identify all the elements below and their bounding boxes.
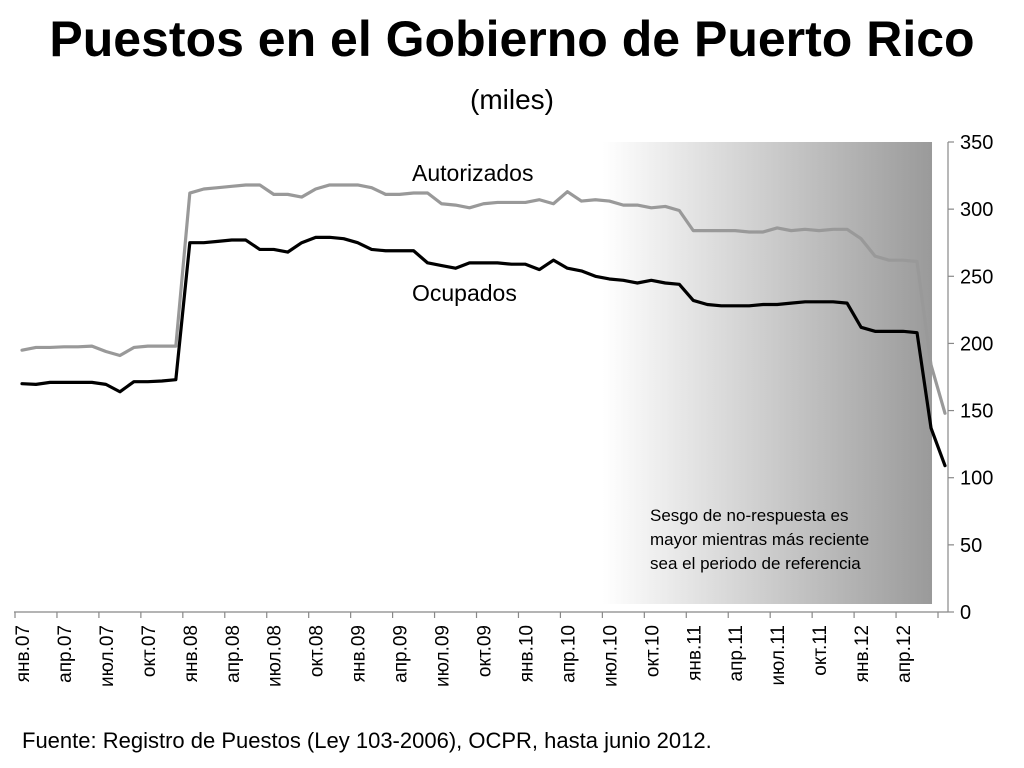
x-tick-label: апр.07 bbox=[55, 625, 76, 683]
y-tick-label: 50 bbox=[960, 535, 982, 557]
chart-title: Puestos en el Gobierno de Puerto Rico bbox=[49, 11, 975, 67]
x-tick-label: окт.09 bbox=[475, 625, 496, 677]
x-tick-label: окт.11 bbox=[810, 625, 831, 676]
y-tick-label: 200 bbox=[960, 333, 993, 355]
y-tick-label: 0 bbox=[960, 602, 971, 624]
x-tick-label: окт.10 bbox=[642, 625, 663, 677]
x-tick-label: янв.09 bbox=[349, 625, 370, 682]
x-tick-label: апр.11 bbox=[726, 625, 747, 681]
y-tick-label: 300 bbox=[960, 199, 993, 221]
note-line-1: Sesgo de no-respuesta es bbox=[650, 506, 848, 525]
series-line-ocupados bbox=[20, 235, 947, 468]
y-tick-label: 350 bbox=[960, 132, 993, 154]
x-tick-label: янв.12 bbox=[852, 625, 873, 682]
note-line-2: mayor mientras más reciente bbox=[650, 530, 869, 549]
x-tick-label: янв.10 bbox=[516, 625, 537, 682]
x-tick-label: июл.11 bbox=[768, 625, 789, 686]
x-tick-label: окт.07 bbox=[139, 625, 160, 677]
x-tick-label: июл.09 bbox=[433, 625, 454, 687]
x-tick-label: апр.12 bbox=[894, 625, 915, 683]
y-tick-label: 100 bbox=[960, 468, 993, 490]
x-tick-label: апр.10 bbox=[558, 625, 579, 683]
x-tick-label: апр.08 bbox=[223, 625, 244, 683]
series-label-ocupados: Ocupados bbox=[412, 280, 517, 306]
x-tick-label: июл.07 bbox=[97, 625, 118, 687]
x-tick-label: июл.10 bbox=[600, 625, 621, 687]
x-tick-label: янв.07 bbox=[13, 625, 34, 682]
x-tick-label: окт.08 bbox=[307, 625, 328, 677]
x-tick-label: янв.08 bbox=[181, 625, 202, 682]
y-tick-label: 150 bbox=[960, 401, 993, 423]
y-tick-label: 250 bbox=[960, 266, 993, 288]
x-tick-label: апр.09 bbox=[391, 625, 412, 683]
x-tick-label: июл.08 bbox=[265, 625, 286, 687]
note-line-3: sea el periodo de referencia bbox=[650, 554, 861, 573]
series-label-autorizados: Autorizados bbox=[412, 160, 533, 186]
shaded-region bbox=[602, 142, 933, 604]
x-tick-label: янв.11 bbox=[684, 625, 705, 681]
series-line-autorizados bbox=[20, 183, 947, 415]
source-footnote: Fuente: Registro de Puestos (Ley 103-200… bbox=[22, 728, 712, 753]
chart-subtitle: (miles) bbox=[470, 84, 554, 115]
